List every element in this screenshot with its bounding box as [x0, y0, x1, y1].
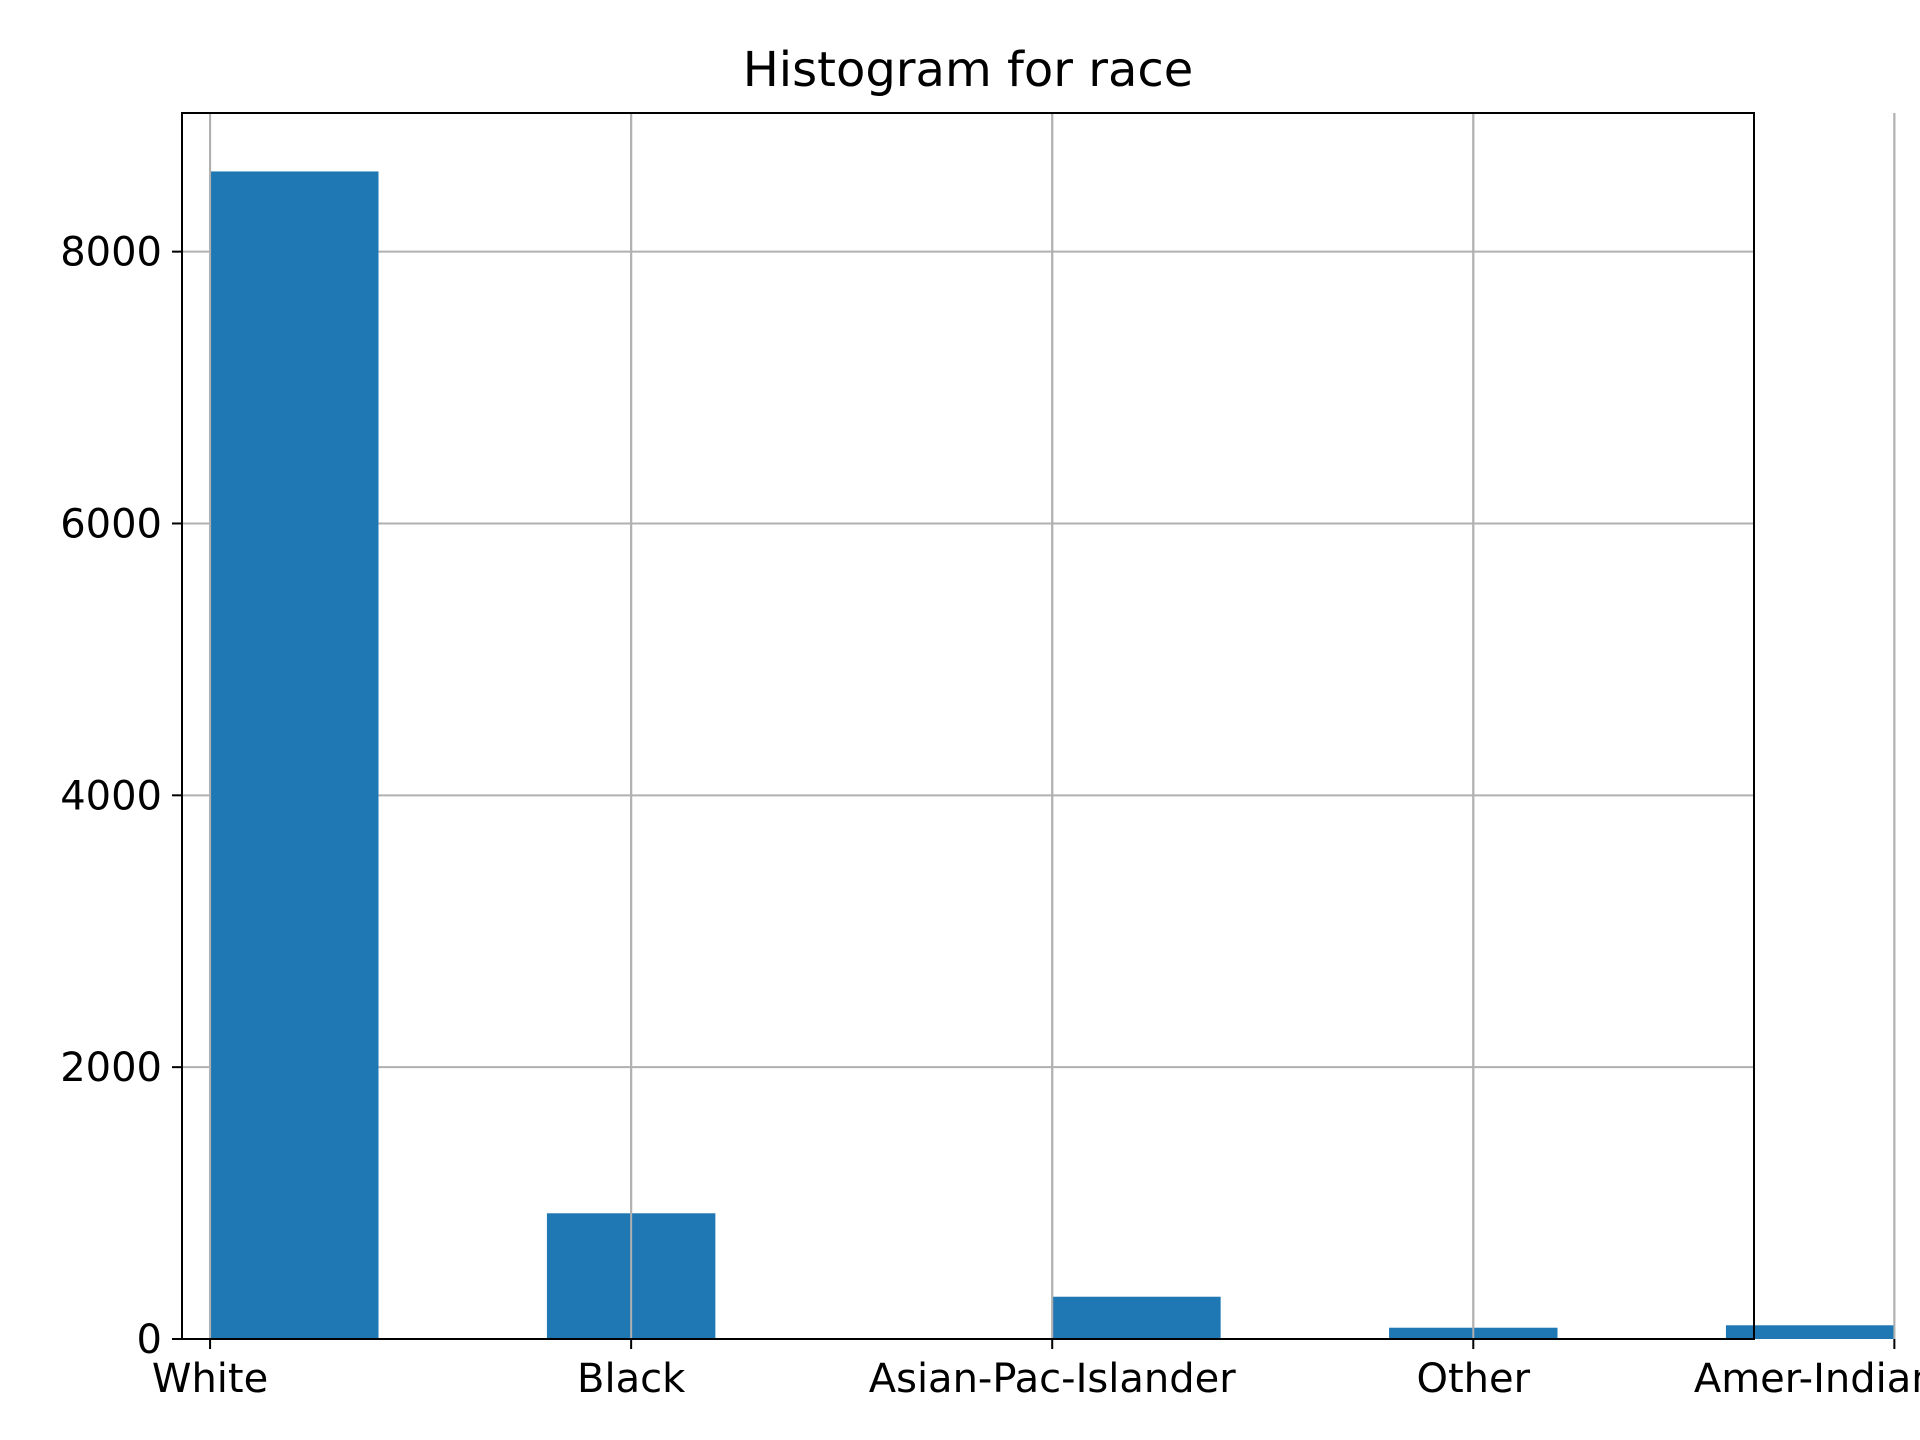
axis-ticks: 0 2000 4000 6000 8000 White Black Asian-Pac-Isl… [60, 230, 1920, 1402]
y-tick-label: 6000 [60, 501, 162, 547]
x-tick-label: White [152, 1356, 268, 1402]
y-tick-label: 0 [137, 1317, 162, 1363]
histogram-bar [1052, 1296, 1221, 1339]
x-grid-lines-over-bars [209, 113, 1896, 1339]
y-tick-label: 2000 [60, 1045, 162, 1091]
x-tick-label: Black [577, 1356, 686, 1402]
plot-frame [181, 112, 1755, 1340]
histogram-bar [210, 171, 379, 1339]
histogram-bar [1725, 1325, 1895, 1339]
y-tick-label: 8000 [60, 230, 162, 276]
x-tick-label: Asian-Pac-Islander [869, 1356, 1236, 1402]
y-tick-label: 4000 [60, 773, 162, 819]
x-tick-label: Amer-Indian-Eskimo [1694, 1356, 1920, 1402]
plot-area-background [182, 113, 1754, 1339]
chart-title: Histogram for race [743, 42, 1194, 98]
x-tick-label: Other [1416, 1356, 1530, 1402]
